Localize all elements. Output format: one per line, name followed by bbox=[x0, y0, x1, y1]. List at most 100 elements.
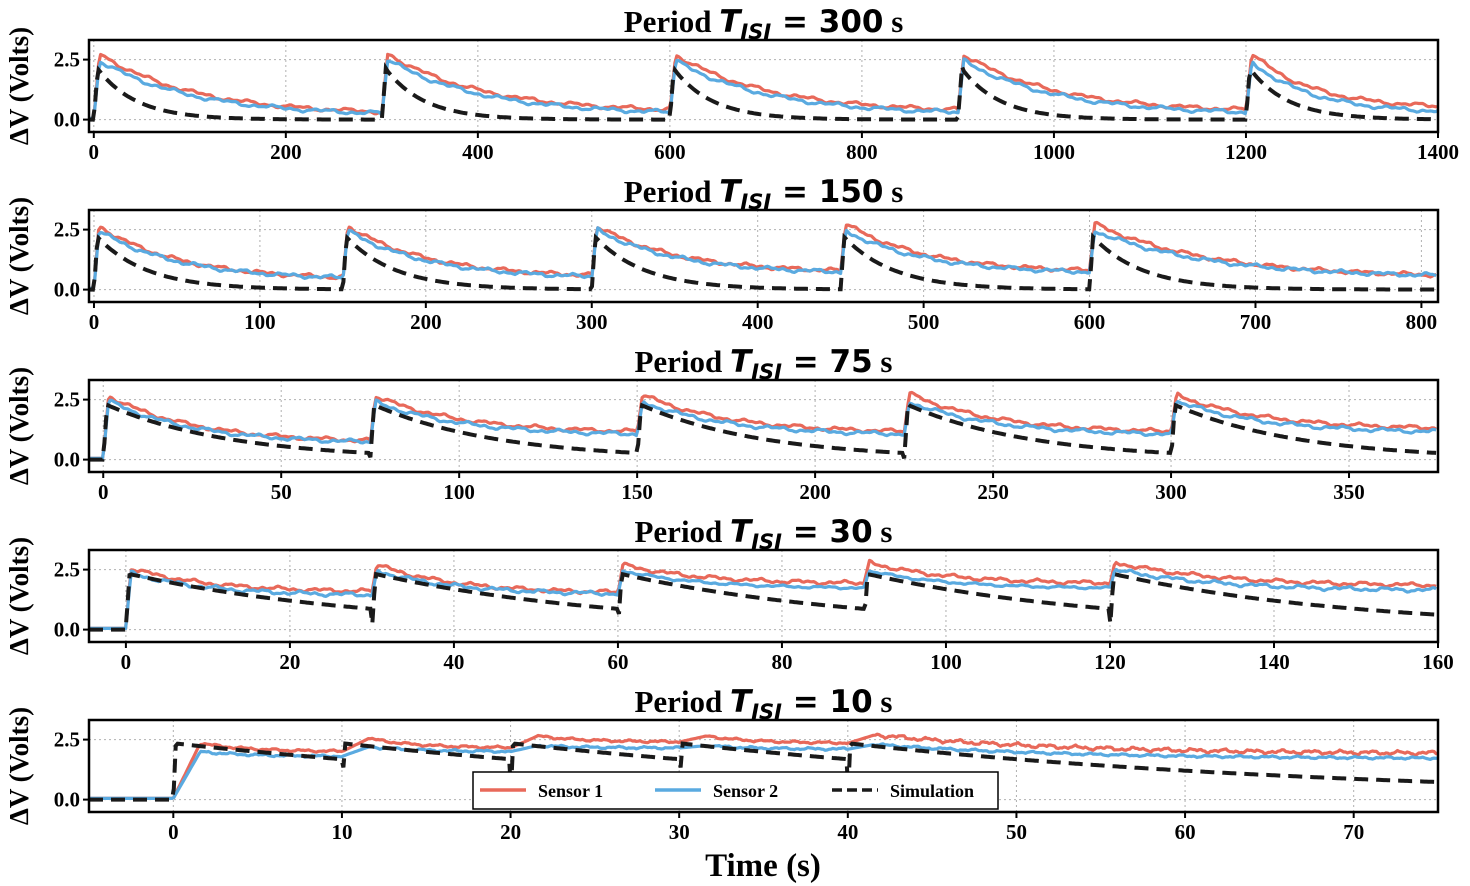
simulation-line bbox=[89, 62, 1438, 122]
x-tick-label: 350 bbox=[1333, 480, 1365, 504]
x-tick-label: 80 bbox=[771, 650, 792, 674]
title-var: T bbox=[719, 174, 743, 210]
x-axis-label: Time (s) bbox=[705, 848, 821, 884]
x-tick-label: 800 bbox=[846, 140, 878, 164]
x-tick-label: 1000 bbox=[1033, 140, 1075, 164]
x-tick-label: 400 bbox=[462, 140, 494, 164]
y-tick-label: 2.5 bbox=[54, 558, 80, 582]
x-tick-label: 0 bbox=[98, 480, 109, 504]
title-prefix: Period bbox=[634, 684, 730, 719]
sensor1-line bbox=[89, 558, 1437, 630]
chart-title: Period TISI = 10 s bbox=[634, 684, 892, 724]
x-tick-label: 600 bbox=[654, 140, 686, 164]
simulation-line bbox=[89, 232, 1437, 292]
legend-label-2: Simulation bbox=[890, 781, 974, 801]
x-tick-label: 20 bbox=[279, 650, 300, 674]
sensor1-line bbox=[89, 732, 1438, 800]
sensor1-line bbox=[89, 220, 1437, 290]
title-sub: ISI bbox=[751, 700, 782, 724]
title-eq: = bbox=[782, 684, 830, 720]
sensor2-line bbox=[89, 57, 1438, 120]
x-tick-label: 100 bbox=[443, 480, 475, 504]
y-axis-label: ΔV (Volts) bbox=[4, 27, 34, 145]
title-sub: ISI bbox=[751, 530, 782, 554]
title-eq: = bbox=[771, 174, 819, 210]
y-tick-label: 2.5 bbox=[54, 728, 80, 752]
x-tick-label: 160 bbox=[1422, 650, 1454, 674]
x-tick-label: 0 bbox=[168, 820, 179, 844]
panel-4: 0 10 20 30 40 50 60 70 0.0 2.5 ΔV (Volts) Period TI… bbox=[4, 684, 1440, 844]
title-var: T bbox=[719, 4, 743, 40]
title-num: 300 bbox=[819, 4, 884, 40]
panel-1: 0 100 200 300 400 500 600 700 800 0.0 2.5 ΔV (Volts… bbox=[4, 174, 1440, 334]
title-unit: s bbox=[873, 344, 893, 379]
y-axis-label: ΔV (Volts) bbox=[4, 367, 34, 485]
y-tick-label: 2.5 bbox=[54, 388, 80, 412]
title-prefix: Period bbox=[624, 4, 720, 39]
y-axis-label: ΔV (Volts) bbox=[4, 197, 34, 315]
x-tick-label: 200 bbox=[799, 480, 831, 504]
data-series bbox=[89, 220, 1437, 292]
title-eq: = bbox=[782, 344, 830, 380]
title-eq: = bbox=[771, 4, 819, 40]
title-sub: ISI bbox=[740, 190, 771, 214]
x-tick-label: 200 bbox=[270, 140, 302, 164]
title-var: T bbox=[730, 514, 754, 550]
title-unit: s bbox=[873, 684, 893, 719]
data-series bbox=[89, 390, 1437, 462]
chart-title: Period TISI = 30 s bbox=[634, 514, 892, 554]
sensor2-line bbox=[89, 567, 1437, 630]
x-tick-label: 200 bbox=[410, 310, 442, 334]
sensor2-line bbox=[89, 398, 1437, 460]
x-tick-label: 60 bbox=[607, 650, 628, 674]
axes-frame bbox=[87, 38, 1440, 134]
x-tick-label: 100 bbox=[244, 310, 276, 334]
x-tick-label: 20 bbox=[500, 820, 521, 844]
y-axis-label: ΔV (Volts) bbox=[4, 537, 34, 655]
legend-label-0: Sensor 1 bbox=[538, 781, 603, 801]
title-var: T bbox=[730, 344, 754, 380]
title-num: 10 bbox=[830, 684, 873, 720]
sensor2-line bbox=[89, 226, 1437, 290]
title-unit: s bbox=[883, 174, 903, 209]
y-tick-label: 2.5 bbox=[54, 218, 80, 242]
y-tick-label: 2.5 bbox=[54, 48, 80, 72]
legend-label-1: Sensor 2 bbox=[713, 781, 778, 801]
title-num: 150 bbox=[819, 174, 884, 210]
title-num: 30 bbox=[830, 514, 873, 550]
chart-title: Period TISI = 75 s bbox=[634, 344, 892, 384]
x-tick-label: 10 bbox=[331, 820, 352, 844]
x-tick-label: 140 bbox=[1258, 650, 1290, 674]
panel-0: 0 200 400 600 800 1000 1200 1400 0.0 2.5 ΔV (Volts… bbox=[4, 4, 1459, 164]
x-tick-label: 120 bbox=[1094, 650, 1126, 674]
data-series bbox=[89, 732, 1438, 802]
x-tick-label: 500 bbox=[908, 310, 940, 334]
legend-box bbox=[472, 771, 999, 810]
simulation-line bbox=[89, 571, 1437, 632]
title-prefix: Period bbox=[634, 344, 730, 379]
y-axis-label: ΔV (Volts) bbox=[4, 707, 34, 825]
x-tick-label: 0 bbox=[121, 650, 132, 674]
x-tick-label: 1400 bbox=[1417, 140, 1459, 164]
axes-frame bbox=[87, 548, 1440, 644]
title-prefix: Period bbox=[624, 174, 720, 209]
data-series bbox=[89, 52, 1438, 122]
title-unit: s bbox=[873, 514, 893, 549]
panel-2: 0 50 100 150 200 250 300 350 0.0 2.5 ΔV (Volts) Per… bbox=[4, 344, 1440, 504]
grid-lines bbox=[89, 40, 1439, 132]
x-tick-label: 40 bbox=[837, 820, 858, 844]
data-series bbox=[89, 558, 1437, 632]
title-unit: s bbox=[883, 4, 903, 39]
x-tick-label: 0 bbox=[89, 310, 100, 334]
title-sub: ISI bbox=[751, 360, 782, 384]
x-tick-label: 30 bbox=[669, 820, 690, 844]
simulation-line bbox=[89, 741, 1438, 802]
title-sub: ISI bbox=[740, 20, 771, 44]
chart-title: Period TISI = 300 s bbox=[624, 4, 904, 44]
x-tick-label: 600 bbox=[1074, 310, 1106, 334]
y-tick-label: 0.0 bbox=[54, 448, 80, 472]
title-num: 75 bbox=[830, 344, 873, 380]
x-tick-label: 300 bbox=[1155, 480, 1187, 504]
simulation-line bbox=[89, 400, 1437, 462]
